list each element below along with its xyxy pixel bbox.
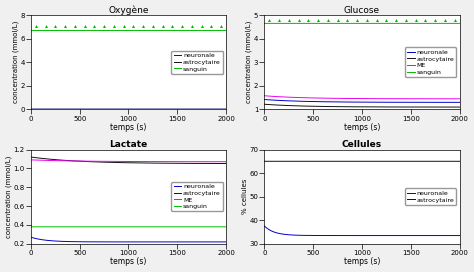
Y-axis label: % cellules: % cellules: [242, 179, 248, 214]
X-axis label: temps (s): temps (s): [110, 257, 146, 267]
Title: Glucose: Glucose: [344, 6, 380, 15]
Legend: neuronale, astrocytaire, ME, sanguin: neuronale, astrocytaire, ME, sanguin: [171, 182, 223, 211]
Y-axis label: concentration (mmol/L): concentration (mmol/L): [6, 156, 12, 238]
Title: Lactate: Lactate: [109, 140, 147, 149]
Legend: neuronale, astrocytaire, sanguin: neuronale, astrocytaire, sanguin: [171, 51, 223, 74]
Title: Oxygène: Oxygène: [108, 5, 149, 15]
Legend: neuronale, astrocytaire, ME, sanguin: neuronale, astrocytaire, ME, sanguin: [405, 48, 456, 77]
Title: Cellules: Cellules: [342, 140, 382, 149]
Legend: neuronale, astrocytaire: neuronale, astrocytaire: [405, 188, 456, 205]
Y-axis label: concentration (mmol/L): concentration (mmol/L): [12, 21, 19, 103]
X-axis label: temps (s): temps (s): [344, 123, 380, 132]
Y-axis label: concentration (mmol/L): concentration (mmol/L): [246, 21, 252, 103]
X-axis label: temps (s): temps (s): [344, 257, 380, 267]
X-axis label: temps (s): temps (s): [110, 123, 146, 132]
